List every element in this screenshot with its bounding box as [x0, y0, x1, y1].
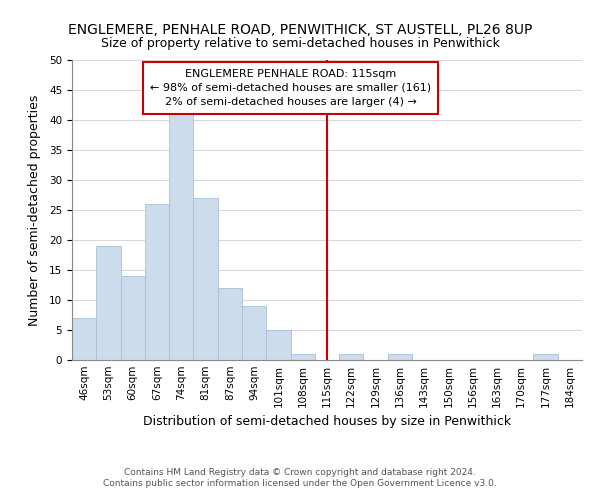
Bar — [388, 354, 412, 360]
Bar — [96, 246, 121, 360]
Bar — [266, 330, 290, 360]
Y-axis label: Number of semi-detached properties: Number of semi-detached properties — [28, 94, 41, 326]
X-axis label: Distribution of semi-detached houses by size in Penwithick: Distribution of semi-detached houses by … — [143, 416, 511, 428]
Bar — [169, 108, 193, 360]
Text: Contains HM Land Registry data © Crown copyright and database right 2024.
Contai: Contains HM Land Registry data © Crown c… — [103, 468, 497, 487]
Text: ENGLEMERE, PENHALE ROAD, PENWITHICK, ST AUSTELL, PL26 8UP: ENGLEMERE, PENHALE ROAD, PENWITHICK, ST … — [68, 22, 532, 36]
Text: ENGLEMERE PENHALE ROAD: 115sqm
← 98% of semi-detached houses are smaller (161)
2: ENGLEMERE PENHALE ROAD: 115sqm ← 98% of … — [150, 69, 431, 107]
Bar — [72, 318, 96, 360]
Bar — [145, 204, 169, 360]
Bar — [290, 354, 315, 360]
Bar — [339, 354, 364, 360]
Bar — [193, 198, 218, 360]
Text: Size of property relative to semi-detached houses in Penwithick: Size of property relative to semi-detach… — [101, 38, 499, 51]
Bar — [121, 276, 145, 360]
Bar — [218, 288, 242, 360]
Bar — [533, 354, 558, 360]
Bar — [242, 306, 266, 360]
